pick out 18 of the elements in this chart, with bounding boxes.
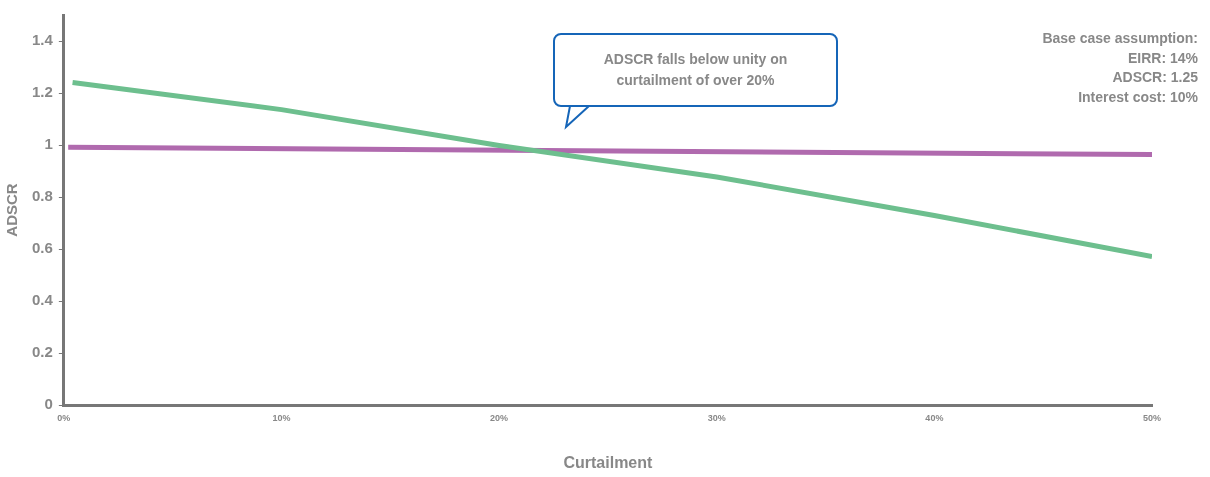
x-tick-label: 40% [925,412,944,423]
y-tick-label: 0.6 [31,239,53,257]
y-tick-label: 0 [44,395,53,413]
y-tick-label: 1 [44,135,53,153]
y-axis-title: ADSCR [3,183,21,237]
y-tick-label: 0.8 [31,187,53,205]
y-tick-label: 1.2 [31,83,53,101]
x-tick-label: 50% [1142,412,1162,423]
x-tick-label: 0% [57,412,71,423]
y-tick-label: 1.4 [31,31,54,49]
x-tick-label: 10% [272,412,291,423]
y-tick-label: 0.4 [31,291,54,309]
annotation: Base case assumption: EIRR: 14% ADSCR: 1.25 Interest cost: 10% [1042,29,1198,107]
x-axis-title: Curtailment [563,453,654,471]
x-tick-label: 20% [490,412,509,423]
x-tick-label: 30% [707,412,726,423]
y-tick-label: 0.2 [31,343,53,361]
annotation: ADSCR falls below unity on curtailment of over 20% [553,33,838,107]
